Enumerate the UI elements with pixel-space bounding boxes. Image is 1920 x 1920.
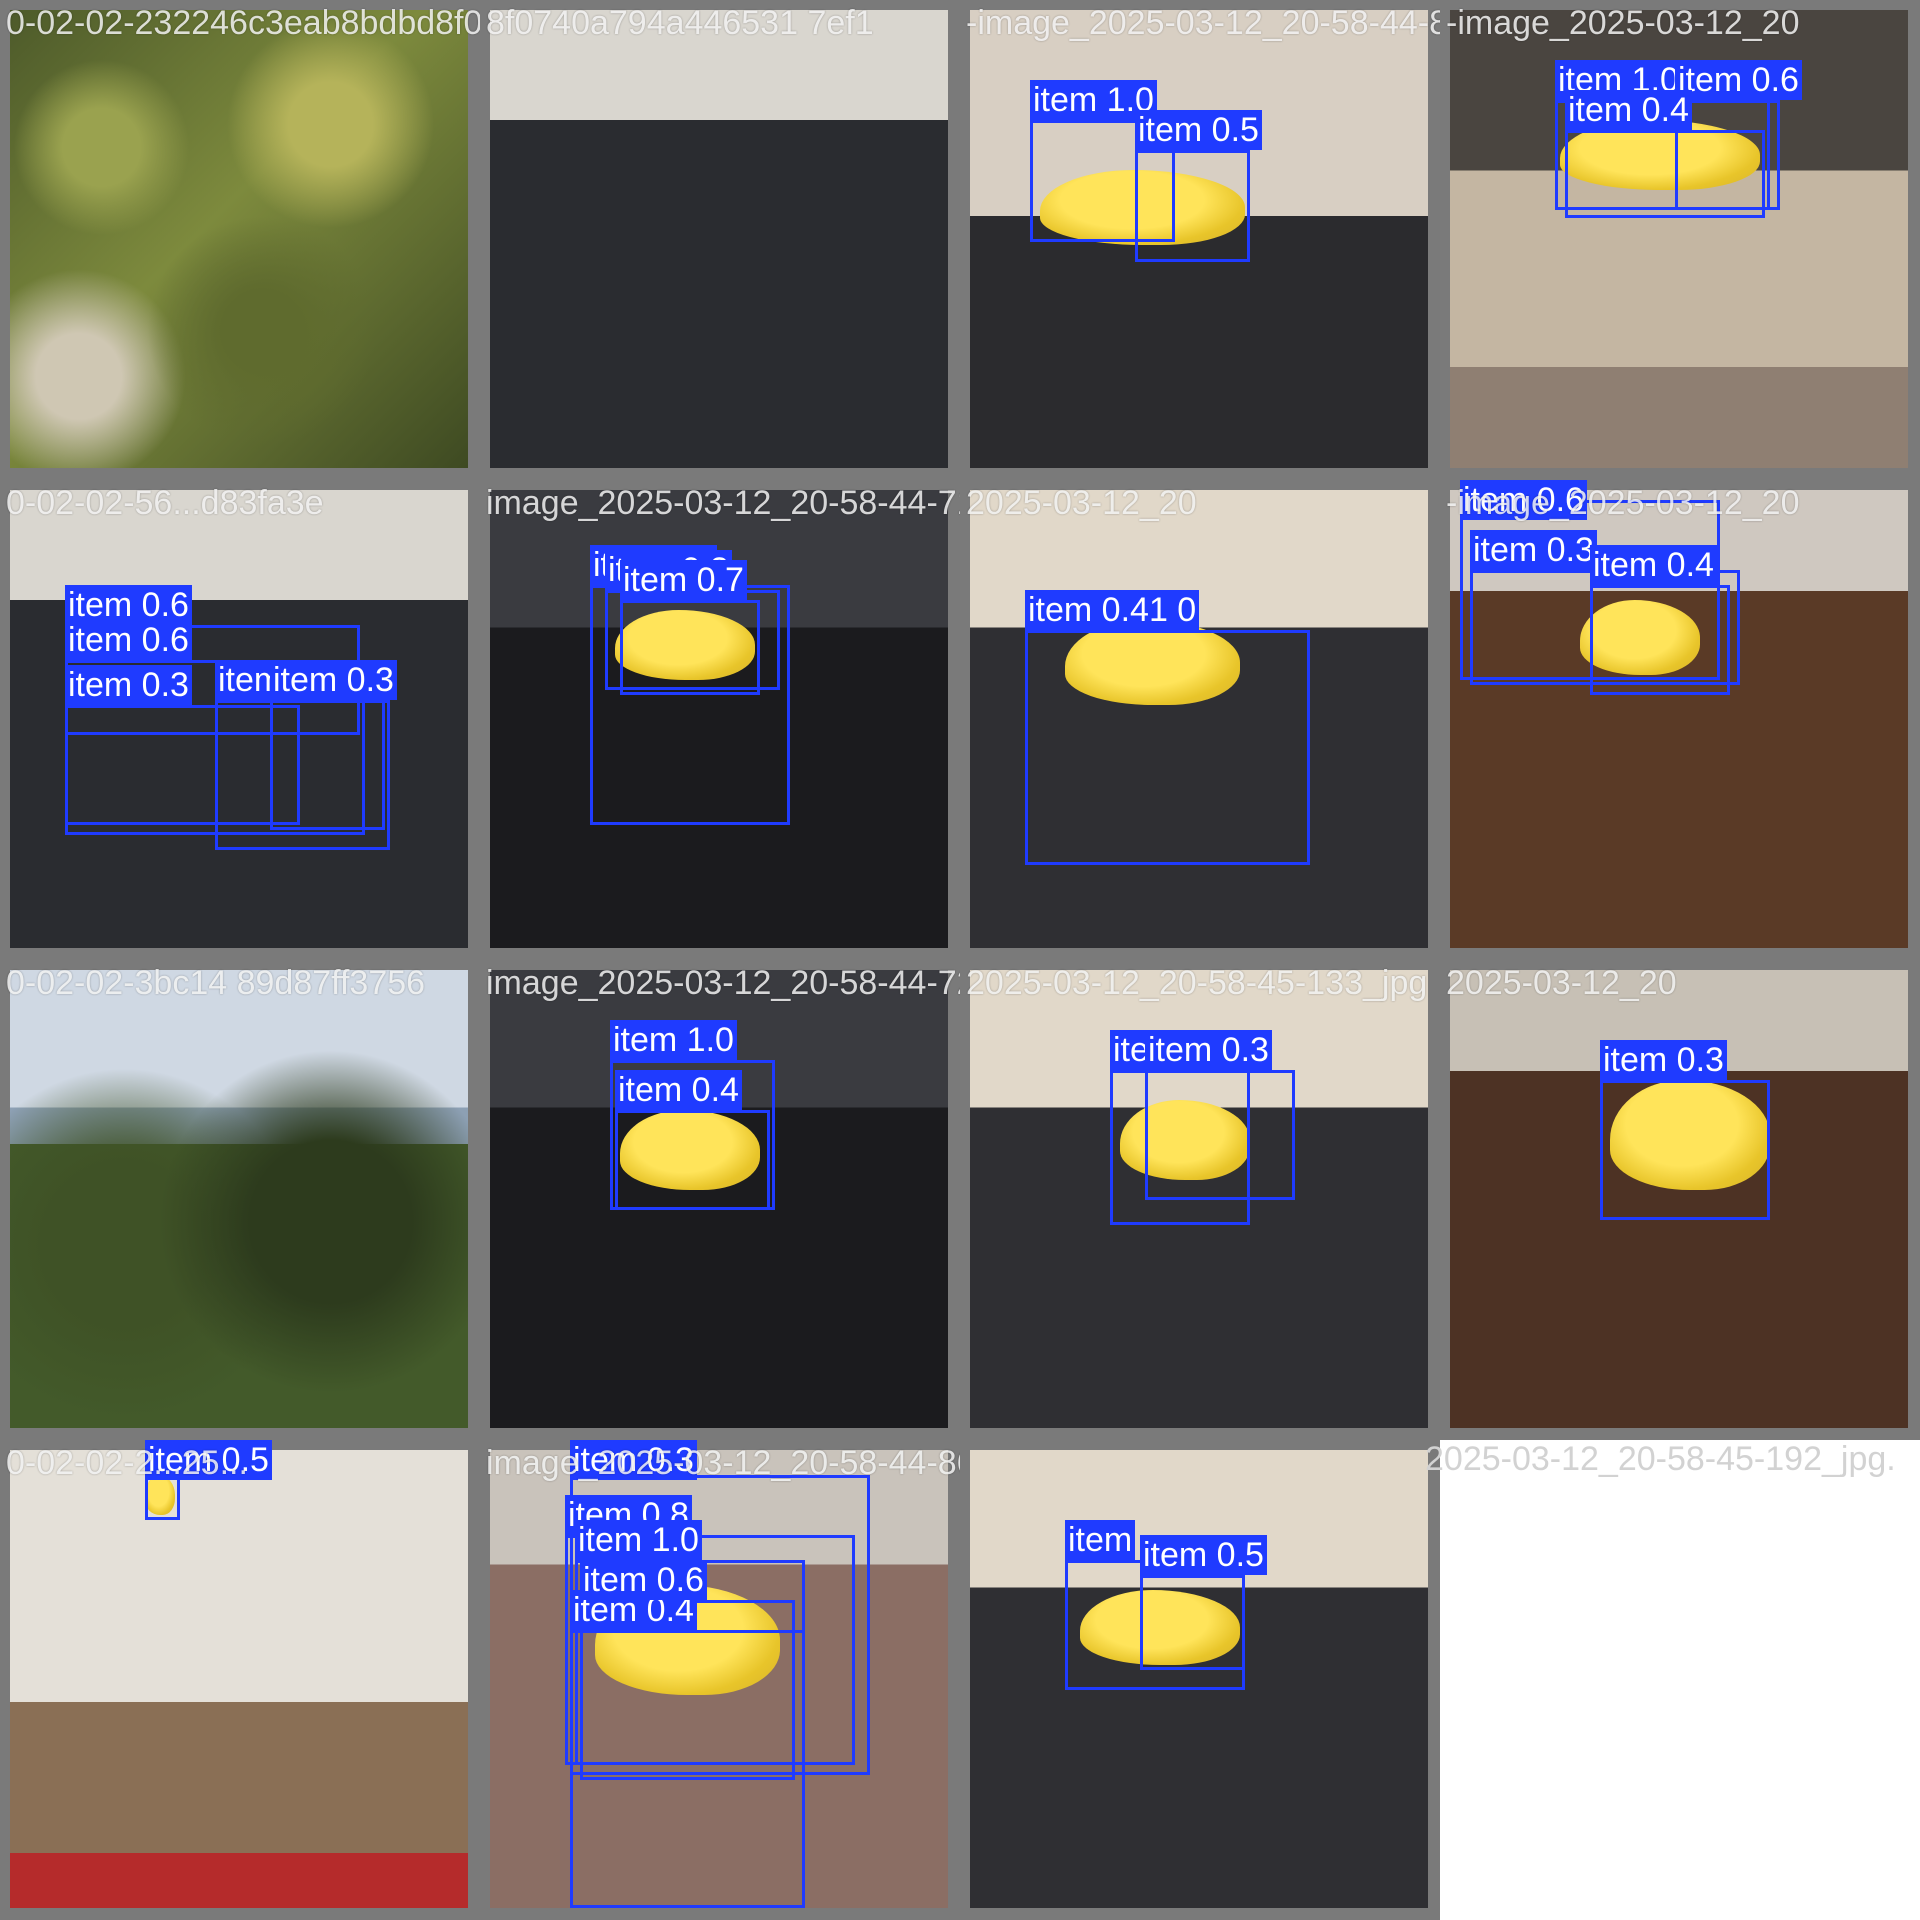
tile-photo bbox=[10, 970, 468, 1428]
detection-box bbox=[615, 1110, 770, 1210]
detection-label: item 0.3 bbox=[65, 665, 192, 705]
detection-box bbox=[1135, 150, 1250, 262]
tile-caption: image_2025-03-12_20-58-44-866_jpg bbox=[486, 1444, 960, 1482]
detection-label: item 0.6 bbox=[65, 620, 192, 660]
tile-photo bbox=[970, 1450, 1428, 1908]
tile-caption: 0-02-02-3bc14 89d87ff3756 bbox=[6, 964, 426, 1002]
image-tile: -image_2025-03-12_20 item 0.6 item 0.3 item… bbox=[1440, 480, 1920, 960]
plush-slug bbox=[1065, 620, 1240, 705]
tile-caption: 2025-03-12_20 bbox=[966, 484, 1197, 522]
trailing-caption: 2025-03-12_20-58-45-192_jpg. bbox=[1425, 1440, 1896, 1478]
image-tile: item item 0.5 bbox=[960, 1440, 1440, 1920]
detection-label: item 0.5 bbox=[145, 1440, 272, 1480]
detection-label: item 0.5 bbox=[1135, 110, 1262, 150]
detection-label: item 0.7 bbox=[620, 560, 747, 600]
tile-caption: -image_2025-03-12_20 bbox=[1446, 484, 1800, 522]
plush-slug bbox=[620, 1110, 760, 1190]
detection-box bbox=[65, 705, 300, 825]
tile-photo bbox=[10, 490, 468, 948]
tile-caption: 0-02-02-56...d83fa3e bbox=[6, 484, 324, 522]
image-tile: 0-02-02-232246c3eab8bdbd8f0740a794a44653… bbox=[0, 0, 480, 480]
detection-box bbox=[1140, 1575, 1245, 1670]
detection-label: item 0.4 bbox=[1590, 545, 1717, 585]
detection-label: item 1.0 bbox=[610, 1020, 737, 1060]
plush-slug bbox=[1120, 1100, 1250, 1180]
detection-label: item 0.4 bbox=[1565, 90, 1692, 130]
detection-box bbox=[1600, 1080, 1770, 1220]
image-tile: 8f0740a794a446531 7ef1 bbox=[480, 0, 960, 480]
tile-photo bbox=[970, 490, 1428, 948]
detection-label: item 0.3 bbox=[1145, 1030, 1272, 1070]
detection-label: item 0.6 bbox=[65, 585, 192, 625]
detection-box bbox=[1145, 1070, 1295, 1200]
tile-photo bbox=[1450, 970, 1908, 1428]
tile-photo bbox=[10, 10, 468, 468]
detection-box bbox=[620, 600, 760, 695]
tile-caption: -image_2025-03-12_20-58-44-885_jpg bbox=[966, 4, 1440, 42]
tile-caption: 0-02-02-2...25... bbox=[6, 1444, 248, 1482]
detection-label: item 0.3 bbox=[570, 1440, 697, 1480]
detection-label: item 0.41 0 bbox=[1025, 590, 1200, 630]
plush-slug bbox=[1040, 170, 1245, 245]
image-tile: 0-02-02-3bc14 89d87ff3756 bbox=[0, 960, 480, 1440]
image-tile: -image_2025-03-12_20 item 1.0 item 0.6 item… bbox=[1440, 0, 1920, 480]
tile-caption: 2025-03-12_20-58-45-133_jpg bbox=[966, 964, 1428, 1002]
detection-label: item 0.6 bbox=[580, 1560, 707, 1600]
detection-box bbox=[1025, 630, 1310, 865]
detection-label: item 0.3 bbox=[1470, 530, 1597, 570]
detection-box bbox=[1030, 120, 1175, 242]
tile-photo bbox=[490, 10, 948, 468]
tile-caption: image_2025-03-12_20-58-44-713_jpg bbox=[486, 484, 960, 522]
image-tile: 0-02-02-2...25... item 0.5 bbox=[0, 1440, 480, 1920]
detection-box bbox=[1565, 130, 1765, 218]
plush-slug bbox=[615, 610, 755, 680]
detection-label: item 0.4 bbox=[615, 1070, 742, 1110]
detection-box bbox=[1590, 585, 1730, 695]
detection-box bbox=[570, 1630, 805, 1908]
tile-caption: 8f0740a794a446531 7ef1 bbox=[486, 4, 874, 42]
tile-photo bbox=[10, 1450, 468, 1908]
detection-label: item 1.0 bbox=[575, 1520, 702, 1560]
detection-label: item 0.3 bbox=[270, 660, 397, 700]
detection-label: item bbox=[1065, 1520, 1136, 1560]
tile-caption: 0-02-02-232246c3eab8bdbd8f0740a794a44653… bbox=[6, 4, 480, 42]
tile-caption: -image_2025-03-12_20 bbox=[1446, 4, 1800, 42]
image-tile: 0-02-02-56...d83fa3e item 0.6 item 0.6 item… bbox=[0, 480, 480, 960]
plush-slug bbox=[1580, 600, 1700, 675]
detection-label: item 0.6 bbox=[1460, 480, 1587, 520]
detection-box bbox=[270, 700, 385, 830]
tile-caption: 2025-03-12_20 bbox=[1446, 964, 1677, 1002]
detection-label: item 0.5 bbox=[1140, 1535, 1267, 1575]
plush-slug bbox=[145, 1475, 175, 1515]
tile-caption: image_2025-03-12_20-58-44-729_jpg bbox=[486, 964, 960, 1002]
plush-slug bbox=[1610, 1080, 1770, 1190]
detection-label: item 0.6 bbox=[1675, 60, 1802, 100]
detection-label: item 0.3 bbox=[1600, 1040, 1727, 1080]
detection-box bbox=[1675, 100, 1780, 210]
plush-slug bbox=[1080, 1590, 1240, 1665]
